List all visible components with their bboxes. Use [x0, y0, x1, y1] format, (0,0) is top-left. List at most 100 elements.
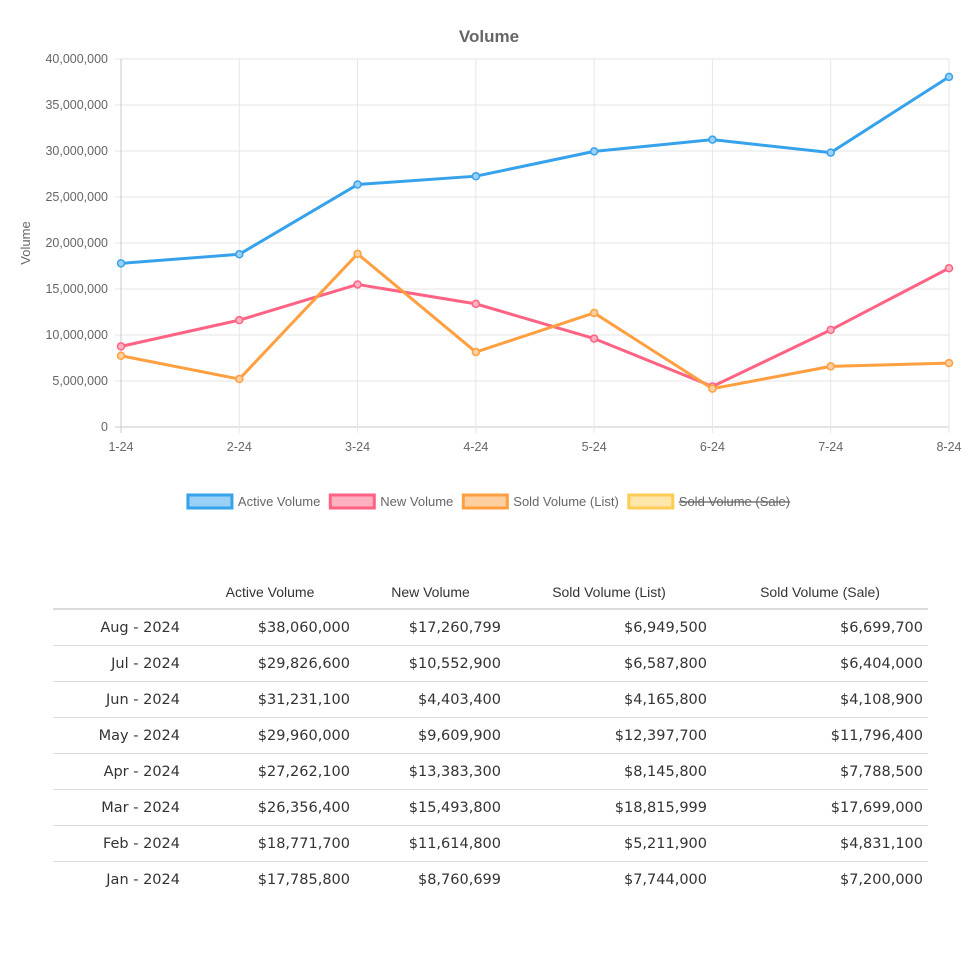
volume-line-chart: Volume Volume 0 5,000,000 10,000,000 15,000… — [18, 27, 962, 510]
y-tick-label: 20,000,000 — [45, 236, 108, 250]
x-axis-ticks: 1-24 2-24 3-24 4-24 5-24 6-24 7-24 8-24 — [108, 440, 961, 454]
row-month: Aug - 2024 — [53, 609, 185, 646]
row-sold-volume-sale: $4,831,100 — [712, 825, 928, 862]
legend-label: New Volume — [380, 494, 453, 509]
table-row: Jul - 2024 $29,826,600 $10,552,900 $6,58… — [53, 645, 928, 682]
data-point-new-volume — [235, 315, 244, 325]
data-point-new-volume — [944, 263, 954, 273]
data-point-active-volume — [708, 135, 717, 144]
volume-table: Active Volume New Volume Sold Volume (Li… — [53, 576, 928, 897]
table-row: Jan - 2024 $17,785,800 $8,760,699 $7,744… — [53, 862, 928, 898]
data-point-sold-volume-list — [589, 308, 599, 318]
y-tick-label: 15,000,000 — [45, 282, 108, 296]
data-point-new-volume — [471, 299, 481, 309]
row-sold-volume-list: $6,587,800 — [506, 645, 712, 682]
row-sold-volume-list: $8,145,800 — [506, 753, 712, 790]
row-sold-volume-sale: $7,788,500 — [712, 753, 928, 790]
header-sold-volume-list: Sold Volume (List) — [506, 576, 712, 610]
y-tick-label: 25,000,000 — [45, 190, 108, 204]
row-new-volume: $9,609,900 — [355, 717, 506, 754]
row-sold-volume-list: $5,211,900 — [506, 825, 712, 862]
y-axis-label: Volume — [18, 221, 33, 264]
y-tick-label: 40,000,000 — [45, 52, 108, 66]
header-sold-volume-sale: Sold Volume (Sale) — [712, 576, 928, 610]
data-point-new-volume — [826, 325, 835, 335]
data-point-active-volume — [353, 180, 362, 189]
x-tick-label: 6-24 — [700, 440, 725, 454]
data-point-active-volume — [235, 250, 244, 259]
row-new-volume: $13,383,300 — [355, 753, 506, 790]
table-row: Feb - 2024 $18,771,700 $11,614,800 $5,21… — [53, 825, 928, 862]
y-tick-label: 5,000,000 — [52, 374, 108, 388]
data-point-new-volume — [116, 342, 126, 351]
legend-swatch-active-volume — [186, 493, 234, 510]
table-row: May - 2024 $29,960,000 $9,609,900 $12,39… — [53, 717, 928, 754]
row-sold-volume-sale: $6,699,700 — [712, 609, 928, 646]
row-sold-volume-list: $6,949,500 — [506, 609, 712, 646]
data-point-active-volume — [826, 148, 835, 157]
data-point-sold-volume-list — [944, 358, 954, 368]
row-sold-volume-list: $7,744,000 — [623, 871, 707, 888]
row-sold-volume-sale: $11,796,400 — [712, 717, 928, 754]
data-point-sold-volume-list — [235, 374, 244, 384]
row-sold-volume-sale: $17,699,000 — [712, 789, 928, 826]
row-new-volume: $10,552,900 — [355, 645, 506, 682]
x-tick-label: 3-24 — [345, 440, 370, 454]
row-month: Jan - 2024 — [106, 871, 180, 888]
table-row: Mar - 2024 $26,356,400 $15,493,800 $18,8… — [53, 789, 928, 826]
legend-swatch-sold-volume-list — [461, 493, 509, 510]
y-tick-label: 30,000,000 — [45, 144, 108, 158]
header-new-volume: New Volume — [355, 576, 506, 610]
series-layer — [116, 72, 954, 393]
row-active-volume: $29,826,600 — [185, 645, 355, 682]
data-point-sold-volume-list — [826, 362, 835, 371]
table-row: Apr - 2024 $27,262,100 $13,383,300 $8,14… — [53, 753, 928, 790]
x-tick-label: 5-24 — [582, 440, 607, 454]
row-sold-volume-list: $12,397,700 — [506, 717, 712, 754]
table-row: Aug - 2024 $38,060,000 $17,260,799 $6,94… — [53, 609, 928, 646]
row-new-volume: $4,403,400 — [355, 681, 506, 718]
x-tick-label: 8-24 — [936, 440, 961, 454]
data-point-active-volume — [589, 147, 599, 156]
series-line-new-volume — [120, 266, 950, 388]
x-tick-label: 7-24 — [818, 440, 843, 454]
data-point-sold-volume-list — [708, 384, 717, 393]
table-header-row: Active Volume New Volume Sold Volume (Li… — [53, 576, 928, 610]
series-line-sold-volume-list — [120, 252, 950, 391]
row-month: Feb - 2024 — [53, 825, 185, 862]
table-row: Jun - 2024 $31,231,100 $4,403,400 $4,165… — [53, 681, 928, 718]
y-axis-ticks: 0 5,000,000 10,000,000 15,000,000 20,000,000… — [45, 52, 108, 434]
data-point-new-volume — [589, 334, 599, 343]
row-new-volume: $11,614,800 — [355, 825, 506, 862]
header-month — [53, 576, 185, 610]
row-month: Mar - 2024 — [53, 789, 185, 826]
row-new-volume: $15,493,800 — [355, 789, 506, 826]
row-sold-volume-list: $18,815,999 — [506, 789, 712, 826]
legend-swatch-sold-volume-sale — [627, 493, 675, 510]
row-sold-volume-sale: $6,404,000 — [712, 645, 928, 682]
row-month: Jul - 2024 — [53, 645, 185, 682]
row-sold-volume-sale: $4,108,900 — [712, 681, 928, 718]
y-tick-label: 10,000,000 — [45, 328, 108, 342]
row-month: Jun - 2024 — [53, 681, 185, 718]
legend-swatch-new-volume — [328, 493, 376, 510]
data-point-sold-volume-list — [471, 347, 481, 357]
x-tick-label: 2-24 — [227, 440, 252, 454]
row-month: May - 2024 — [53, 717, 185, 754]
data-point-sold-volume-list — [353, 249, 362, 259]
row-active-volume: $31,231,100 — [185, 681, 355, 718]
data-point-sold-volume-list — [116, 351, 126, 361]
data-point-active-volume — [944, 72, 954, 82]
row-active-volume: $26,356,400 — [185, 789, 355, 826]
row-active-volume: $17,785,800 — [257, 871, 350, 888]
row-month: Apr - 2024 — [53, 753, 185, 790]
series-line-active-volume — [120, 75, 950, 265]
x-tick-label: 1-24 — [108, 440, 133, 454]
data-point-active-volume — [116, 259, 126, 268]
row-new-volume: $17,260,799 — [355, 609, 506, 646]
legend-label: Active Volume — [238, 494, 320, 509]
y-tick-label: 35,000,000 — [45, 98, 108, 112]
y-tick-label: 0 — [101, 420, 108, 434]
row-sold-volume-list: $4,165,800 — [506, 681, 712, 718]
row-active-volume: $29,960,000 — [185, 717, 355, 754]
